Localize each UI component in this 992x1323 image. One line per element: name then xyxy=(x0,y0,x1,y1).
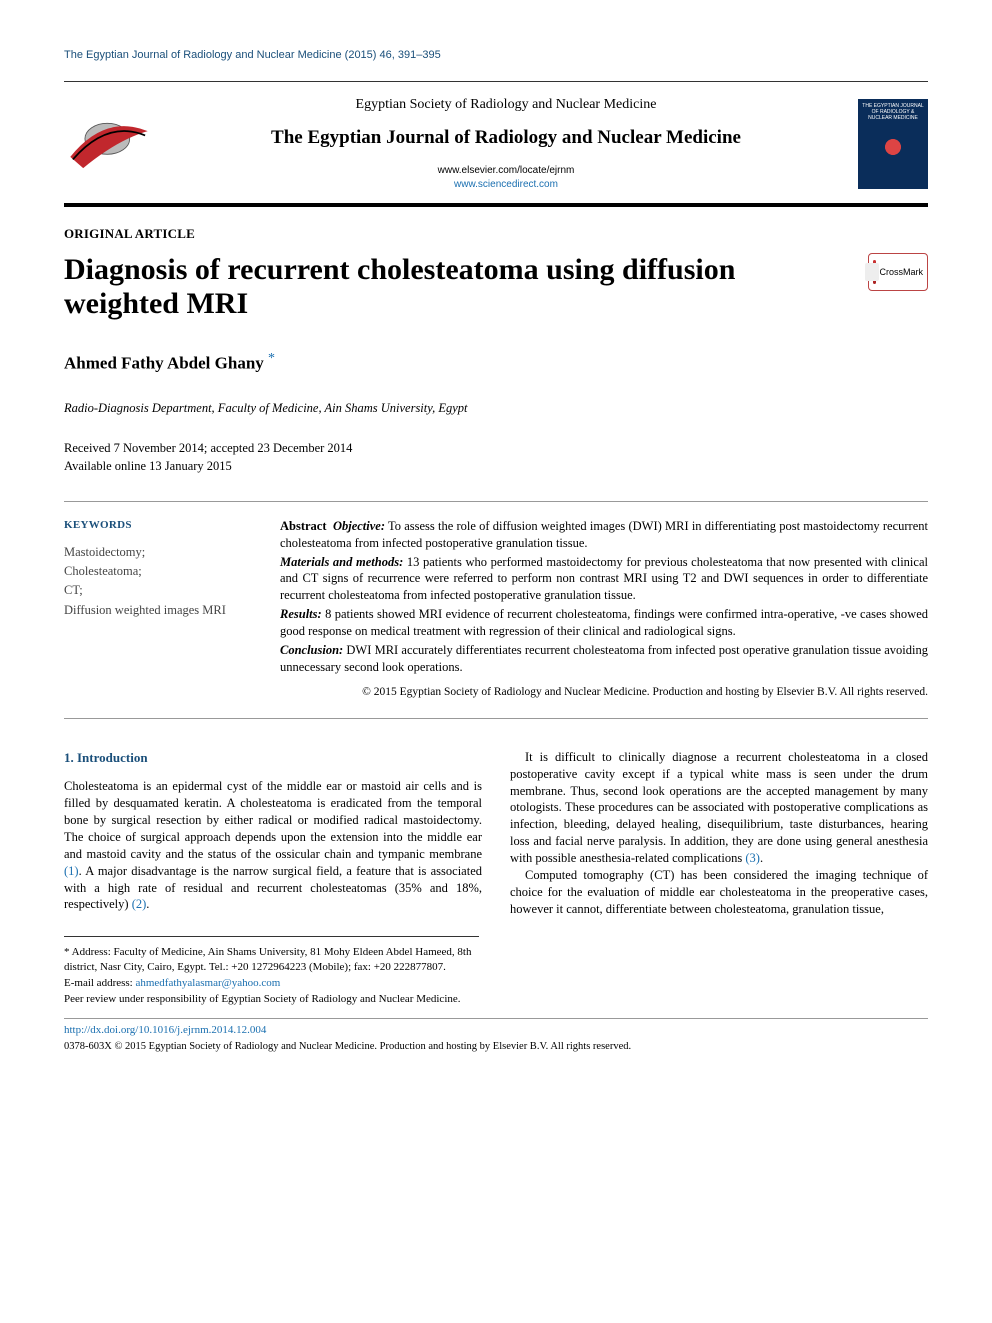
available-online: Available online 13 January 2015 xyxy=(64,457,928,475)
society-name: Egyptian Society of Radiology and Nuclea… xyxy=(170,96,842,115)
abstract-conclusion: Conclusion: DWI MRI accurately different… xyxy=(280,642,928,676)
received-accepted: Received 7 November 2014; accepted 23 De… xyxy=(64,439,928,457)
article-title: Diagnosis of recurrent cholesteatoma usi… xyxy=(64,253,850,320)
affiliation: Radio-Diagnosis Department, Faculty of M… xyxy=(64,400,928,417)
article-dates: Received 7 November 2014; accepted 23 De… xyxy=(64,439,928,475)
title-row: Diagnosis of recurrent cholesteatoma usi… xyxy=(64,253,928,350)
crossmark-icon xyxy=(873,260,876,284)
society-logo xyxy=(64,104,154,184)
citation-1[interactable]: (1) xyxy=(64,864,79,878)
keywords-heading: KEYWORDS xyxy=(64,518,254,533)
author-email[interactable]: ahmedfathyalasmar@yahoo.com xyxy=(135,977,280,989)
swoosh-icon xyxy=(66,109,152,179)
abstract-results: Results: 8 patients showed MRI evidence … xyxy=(280,606,928,640)
journal-cover-thumb: THE EGYPTIAN JOURNAL OF RADIOLOGY & NUCL… xyxy=(858,99,928,189)
author-name: Ahmed Fathy Abdel Ghany xyxy=(64,354,264,373)
sciencedirect-link[interactable]: www.sciencedirect.com xyxy=(170,178,842,192)
keywords-list: Mastoidectomy; Cholesteatoma; CT; Diffus… xyxy=(64,543,254,621)
abstract-methods: Materials and methods: 13 patients who p… xyxy=(280,554,928,605)
cover-logo-icon xyxy=(874,135,912,165)
doi-link[interactable]: http://dx.doi.org/10.1016/j.ejrnm.2014.1… xyxy=(64,1018,928,1038)
elsevier-link[interactable]: www.elsevier.com/locate/ejrnm xyxy=(170,164,842,178)
section-heading-intro: 1. Introduction xyxy=(64,749,482,767)
body-columns: 1. Introduction Cholesteatoma is an epid… xyxy=(64,749,928,918)
journal-title: The Egyptian Journal of Radiology and Nu… xyxy=(170,125,842,151)
page: The Egyptian Journal of Radiology and Nu… xyxy=(0,0,992,1094)
email-line: E-mail address: ahmedfathyalasmar@yahoo.… xyxy=(64,976,479,992)
corresponding-address: * Address: Faculty of Medicine, Ain Sham… xyxy=(64,945,479,977)
running-head: The Egyptian Journal of Radiology and Nu… xyxy=(64,48,928,63)
masthead-links: www.elsevier.com/locate/ejrnm www.scienc… xyxy=(170,164,842,191)
masthead-center: Egyptian Society of Radiology and Nuclea… xyxy=(170,96,842,192)
citation-3[interactable]: (3) xyxy=(745,851,760,865)
issn-copyright: 0378-603X © 2015 Egyptian Society of Rad… xyxy=(64,1040,928,1054)
keywords-column: KEYWORDS Mastoidectomy; Cholesteatoma; C… xyxy=(64,518,254,700)
cover-title: THE EGYPTIAN JOURNAL OF RADIOLOGY & NUCL… xyxy=(862,103,924,121)
abstract-block: KEYWORDS Mastoidectomy; Cholesteatoma; C… xyxy=(64,501,928,719)
peer-review-note: Peer review under responsibility of Egyp… xyxy=(64,992,479,1008)
author-list: Ahmed Fathy Abdel Ghany * xyxy=(64,350,928,376)
crossmark-label: CrossMark xyxy=(879,266,923,278)
masthead: Egyptian Society of Radiology and Nuclea… xyxy=(64,81,928,208)
corresponding-mark: * xyxy=(268,351,275,366)
abstract-objective: Abstract Objective: To assess the role o… xyxy=(280,518,928,552)
crossmark-badge[interactable]: CrossMark xyxy=(868,253,928,291)
abstract-column: Abstract Objective: To assess the role o… xyxy=(280,518,928,700)
abstract-copyright: © 2015 Egyptian Society of Radiology and… xyxy=(280,684,928,700)
body-para-2: It is difficult to clinically diagnose a… xyxy=(510,749,928,867)
body-para-1: Cholesteatoma is an epidermal cyst of th… xyxy=(64,778,482,913)
body-para-3: Computed tomography (CT) has been consid… xyxy=(510,867,928,918)
article-type: ORIGINAL ARTICLE xyxy=(64,225,928,243)
footnotes: * Address: Faculty of Medicine, Ain Sham… xyxy=(64,936,479,1009)
citation-2[interactable]: (2) xyxy=(132,897,147,911)
